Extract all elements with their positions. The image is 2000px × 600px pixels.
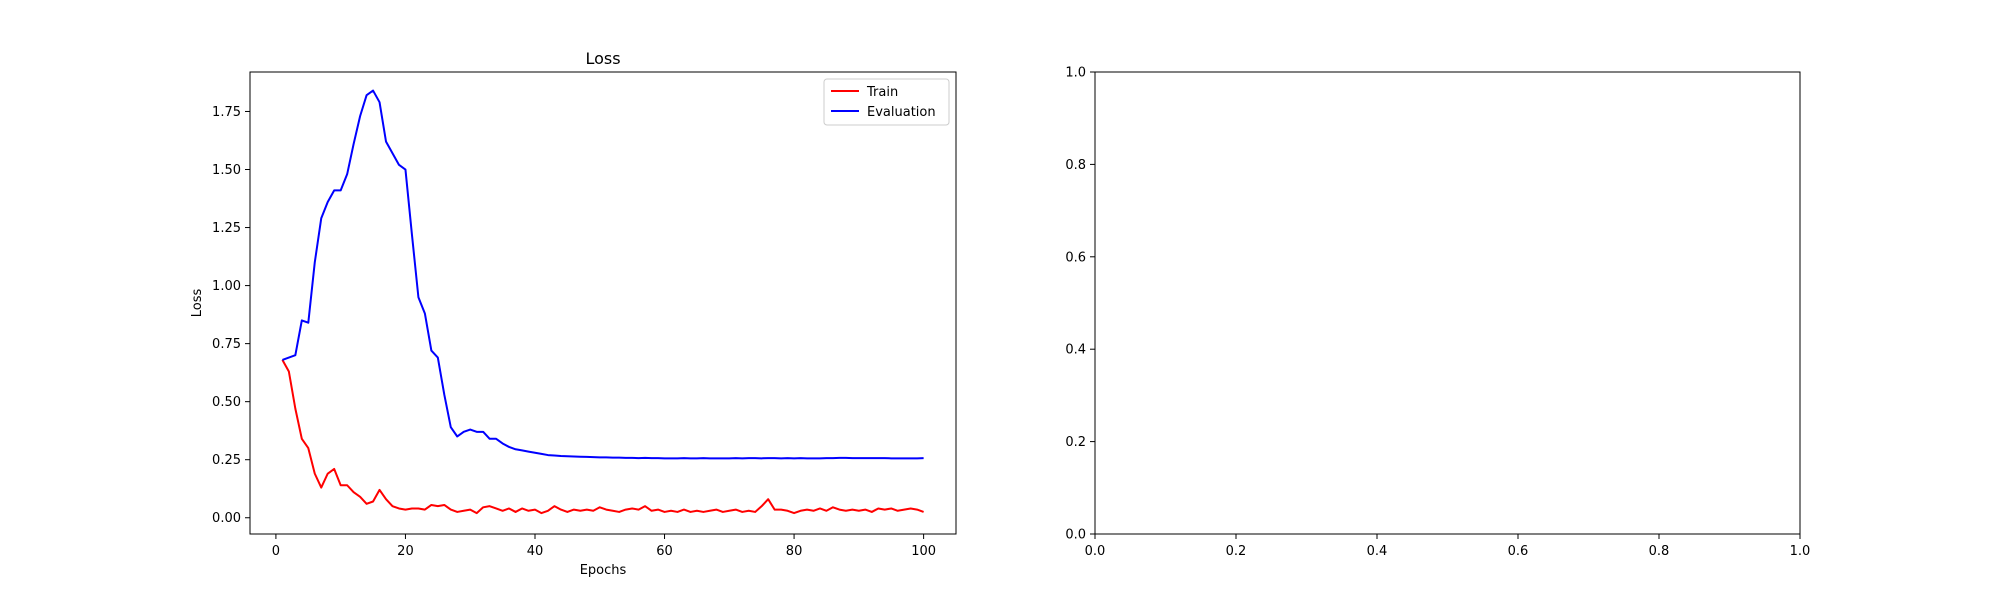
loss-chart-plot-area	[281, 89, 924, 515]
loss-chart-title: Loss	[585, 49, 620, 68]
loss-chart-y-ticks: 0.00 0.25 0.50 0.75 1.00 1.25 1.50 1.75	[212, 105, 250, 526]
empty-chart-x-tick-label: 1.0	[1790, 544, 1811, 559]
empty-chart-y-tick-label: 0.2	[1065, 435, 1086, 450]
empty-chart-y-tick-label: 0.6	[1065, 250, 1086, 265]
loss-chart-y-tick-label: 1.25	[212, 221, 241, 236]
empty-chart-y-tick-label: 0.4	[1065, 343, 1086, 358]
loss-chart-y-tick-label: 0.50	[212, 395, 241, 410]
loss-chart-x-axis-label: Epochs	[580, 563, 627, 578]
empty-chart-y-tick-label: 0.0	[1065, 528, 1086, 543]
loss-chart-x-tick-label: 40	[527, 544, 544, 559]
legend-train-label: Train	[866, 85, 898, 100]
loss-chart-y-tick-label: 0.00	[212, 511, 241, 526]
loss-chart-y-axis-label: Loss	[190, 289, 205, 318]
loss-chart-y-tick-label: 1.00	[212, 279, 241, 294]
loss-chart-y-tick-label: 1.75	[212, 105, 241, 120]
loss-chart-x-tick-label: 0	[272, 544, 280, 559]
loss-chart-frame	[249, 71, 957, 535]
loss-chart-y-tick-label: 0.25	[212, 453, 241, 468]
legend-evaluation-label: Evaluation	[867, 105, 936, 120]
empty-chart-x-tick-label: 0.4	[1367, 544, 1388, 559]
loss-chart-x-tick-label: 100	[911, 544, 936, 559]
empty-chart-y-tick-label: 0.8	[1065, 158, 1086, 173]
empty-chart-x-ticks: 0.0 0.2 0.4 0.6 0.8 1.0	[1085, 534, 1811, 559]
loss-chart-x-tick-label: 20	[397, 544, 414, 559]
empty-chart-x-tick-label: 0.2	[1226, 544, 1247, 559]
empty-chart-x-tick-label: 0.0	[1085, 544, 1106, 559]
empty-chart-y-tick-label: 1.0	[1065, 66, 1086, 81]
empty-chart-y-ticks: 0.0 0.2 0.4 0.6 0.8 1.0	[1065, 66, 1095, 543]
empty-chart-axes: 0.0 0.2 0.4 0.6 0.8 1.0 0.0 0.2 0.4 0.6 0.8 1.0	[1065, 66, 1810, 560]
series-line-train	[281, 359, 924, 515]
loss-chart-y-tick-label: 1.50	[212, 163, 241, 178]
empty-chart-x-tick-label: 0.6	[1508, 544, 1529, 559]
loss-chart-x-ticks: 0 20 40 60 80 100	[272, 534, 936, 559]
loss-chart-y-tick-label: 0.75	[212, 337, 241, 352]
loss-chart-axes: Loss 0 20 40 60 80 100 0.00 0.25 0.50 0.75 1.00 1.…	[190, 49, 957, 578]
empty-chart-x-tick-label: 0.8	[1649, 544, 1670, 559]
series-line-evaluation	[282, 89, 924, 460]
loss-chart-x-tick-label: 60	[656, 544, 673, 559]
loss-chart-x-tick-label: 80	[786, 544, 803, 559]
loss-chart-legend: Train Evaluation	[823, 78, 950, 126]
empty-chart-frame	[1094, 71, 1801, 535]
